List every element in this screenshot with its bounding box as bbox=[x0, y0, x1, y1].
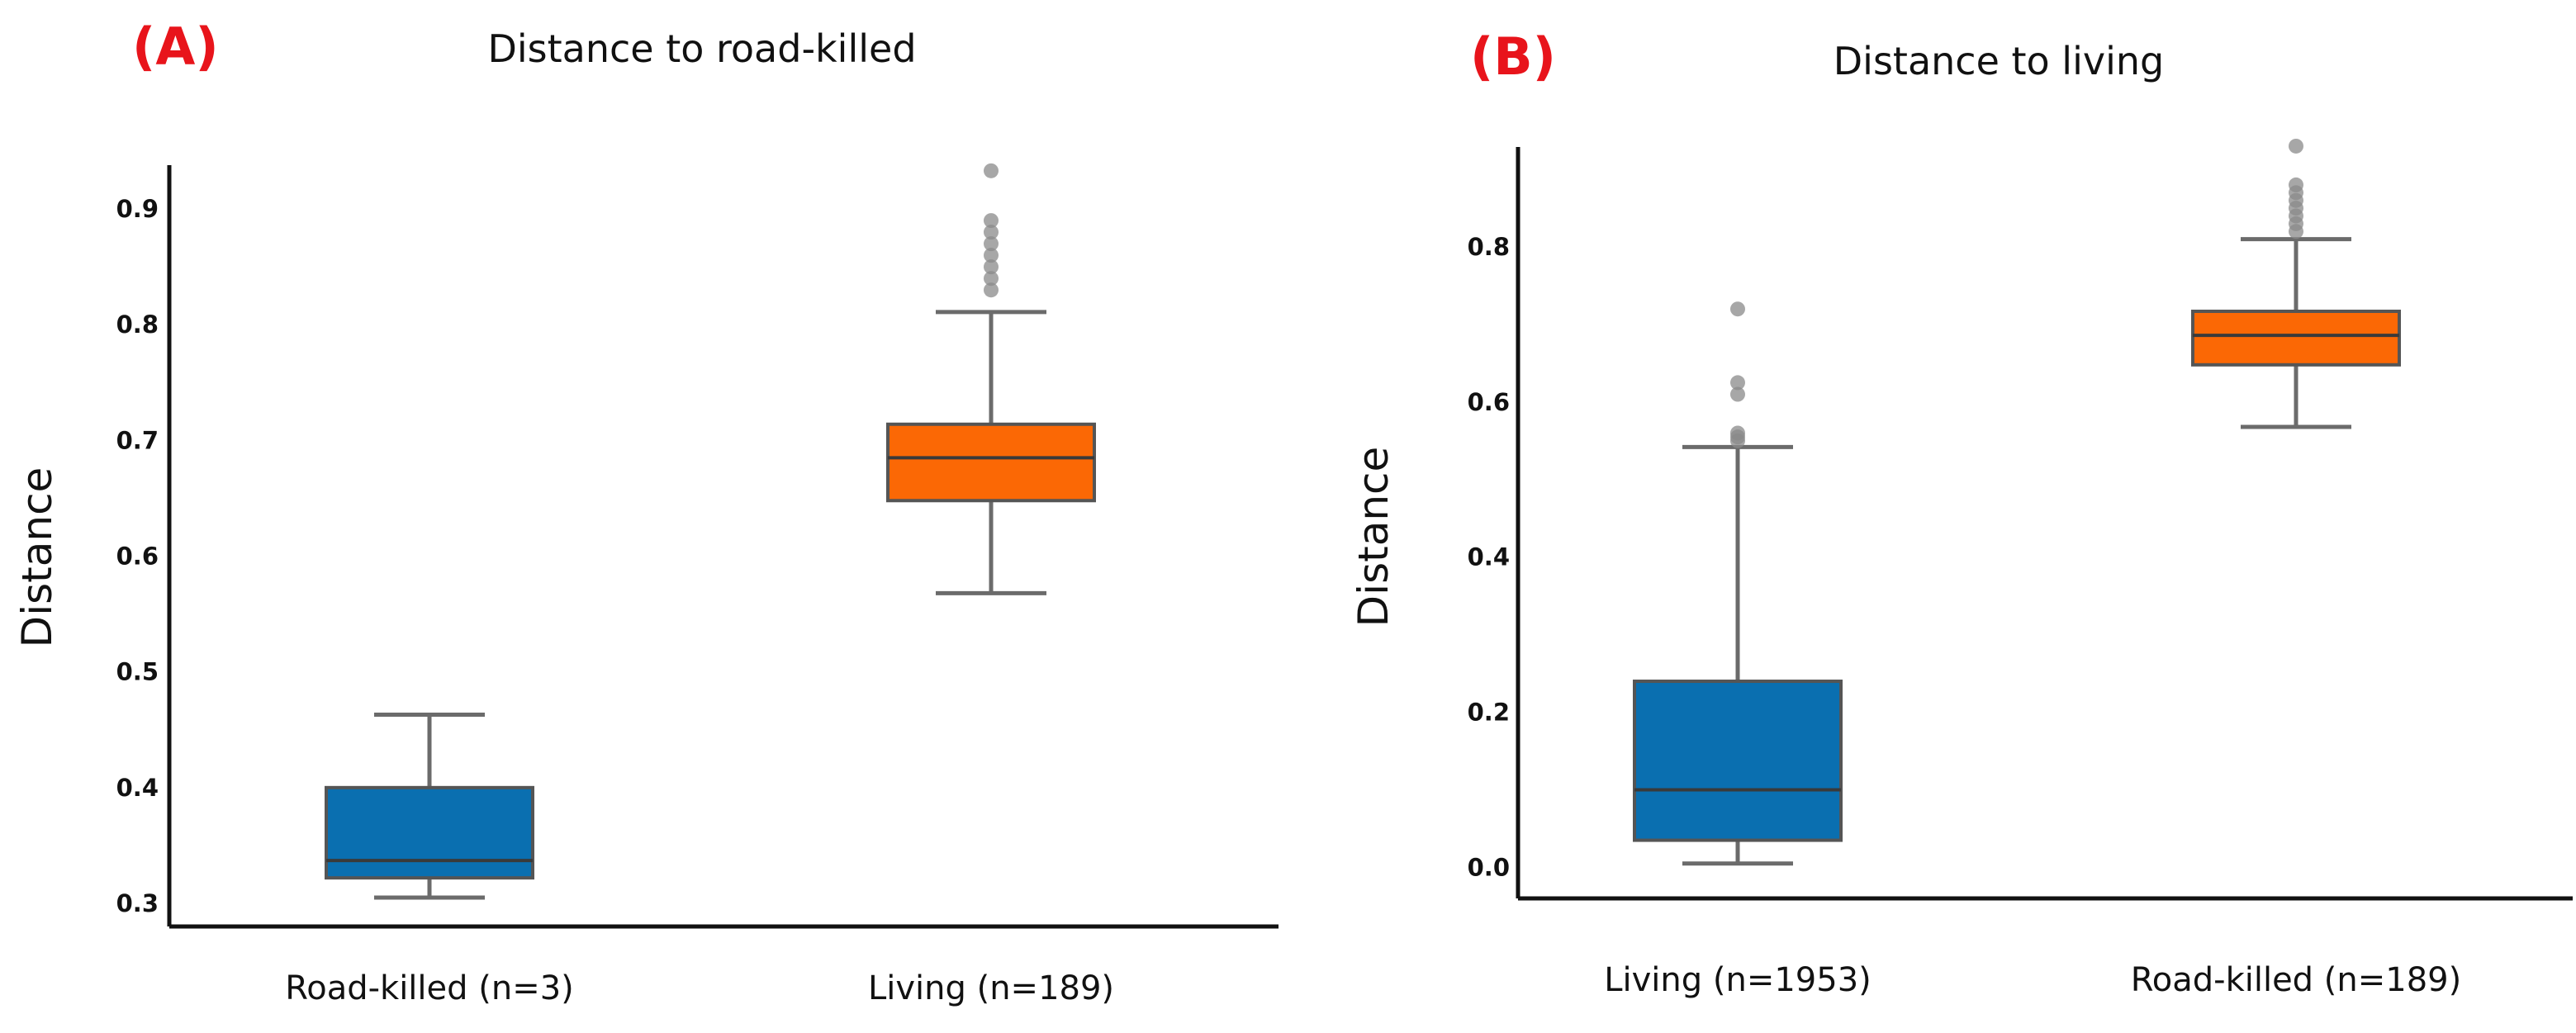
y-tick-label: 0.5 bbox=[116, 658, 159, 686]
y-tick-label: 0.7 bbox=[116, 426, 159, 454]
outlier-point bbox=[1730, 301, 1745, 317]
y-tick-label: 0.8 bbox=[1468, 233, 1510, 261]
y-axis-label: Distance bbox=[13, 467, 61, 648]
y-tick-label: 0.0 bbox=[1468, 853, 1510, 881]
panel-label: (B) bbox=[1470, 26, 1556, 87]
chart-a-svg: (A) Distance to road-killed Distance 0.3… bbox=[13, 17, 1279, 1007]
y-tick-label: 0.3 bbox=[116, 889, 159, 917]
outlier-point bbox=[2289, 138, 2303, 154]
outlier-point bbox=[984, 282, 999, 298]
outlier-point bbox=[984, 248, 999, 263]
panel-label: (A) bbox=[132, 17, 219, 77]
category-label: Living (n=1953) bbox=[1604, 961, 1872, 999]
chart-a-marks: 0.3 0.4 0.5 0.6 0.7 0.8 0.9 bbox=[116, 163, 1279, 929]
outlier-point bbox=[1730, 386, 1745, 402]
category-label: Living (n=189) bbox=[868, 969, 1114, 1007]
box-iqr bbox=[325, 785, 534, 880]
panel-b: (B) Distance to living Distance 0.0 0.2 0.… bbox=[1288, 0, 2576, 1033]
outlier-point bbox=[1730, 375, 1745, 391]
y-tick-label: 0.4 bbox=[1468, 543, 1510, 571]
y-tick-label: 0.9 bbox=[116, 195, 159, 223]
outlier-point bbox=[984, 236, 999, 252]
y-tick-label: 0.6 bbox=[116, 543, 159, 571]
outlier-point bbox=[984, 259, 999, 275]
category-label: Road-killed (n=3) bbox=[285, 969, 574, 1007]
outlier-point bbox=[2289, 177, 2303, 192]
outlier-point bbox=[1730, 425, 1745, 441]
box-iqr bbox=[1633, 680, 1843, 842]
y-tick-label: 0.2 bbox=[1468, 699, 1510, 727]
y-tick-label: 0.4 bbox=[116, 774, 159, 802]
category-label: Road-killed (n=189) bbox=[2131, 961, 2461, 999]
chart-title: Distance to road-killed bbox=[487, 26, 916, 71]
chart-b-svg: (B) Distance to living Distance 0.00.20.… bbox=[1350, 26, 2573, 999]
box-iqr bbox=[886, 422, 1096, 503]
y-tick-label: 0.6 bbox=[1468, 388, 1510, 416]
outlier-point bbox=[984, 213, 999, 229]
chart-b-marks: 0.0 0.2 0.4 0.6 0.8 bbox=[1468, 138, 2573, 901]
outlier-point bbox=[984, 225, 999, 240]
outlier-point bbox=[984, 271, 999, 287]
outlier-point bbox=[984, 163, 999, 178]
chart-title: Distance to living bbox=[1834, 39, 2164, 83]
y-tick-label: 0.8 bbox=[116, 310, 159, 339]
y-axis-label: Distance bbox=[1350, 447, 1397, 628]
box-iqr bbox=[2191, 310, 2401, 367]
panel-a: (A) Distance to road-killed Distance 0.3… bbox=[13, 17, 1279, 1007]
